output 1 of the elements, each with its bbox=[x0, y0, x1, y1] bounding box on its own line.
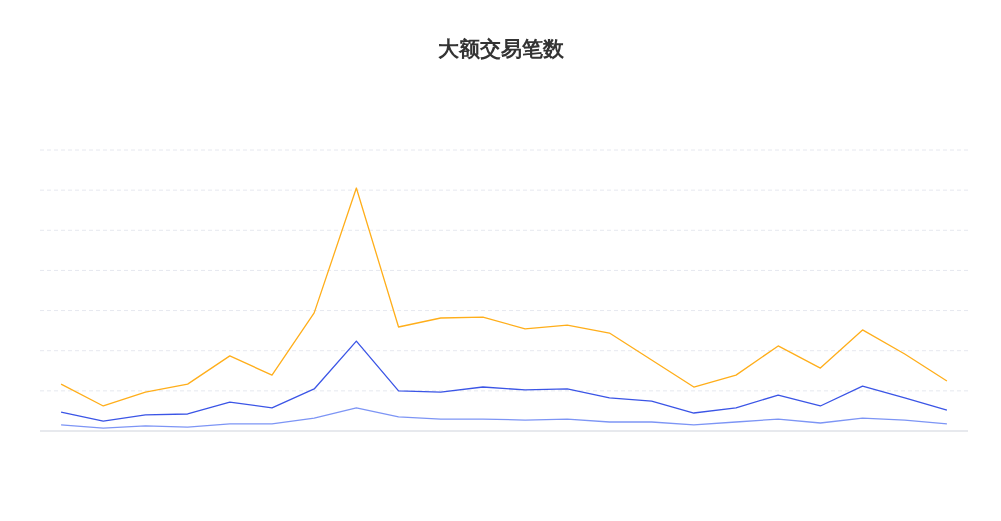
chart-title: 大额交易笔数 bbox=[437, 37, 565, 61]
